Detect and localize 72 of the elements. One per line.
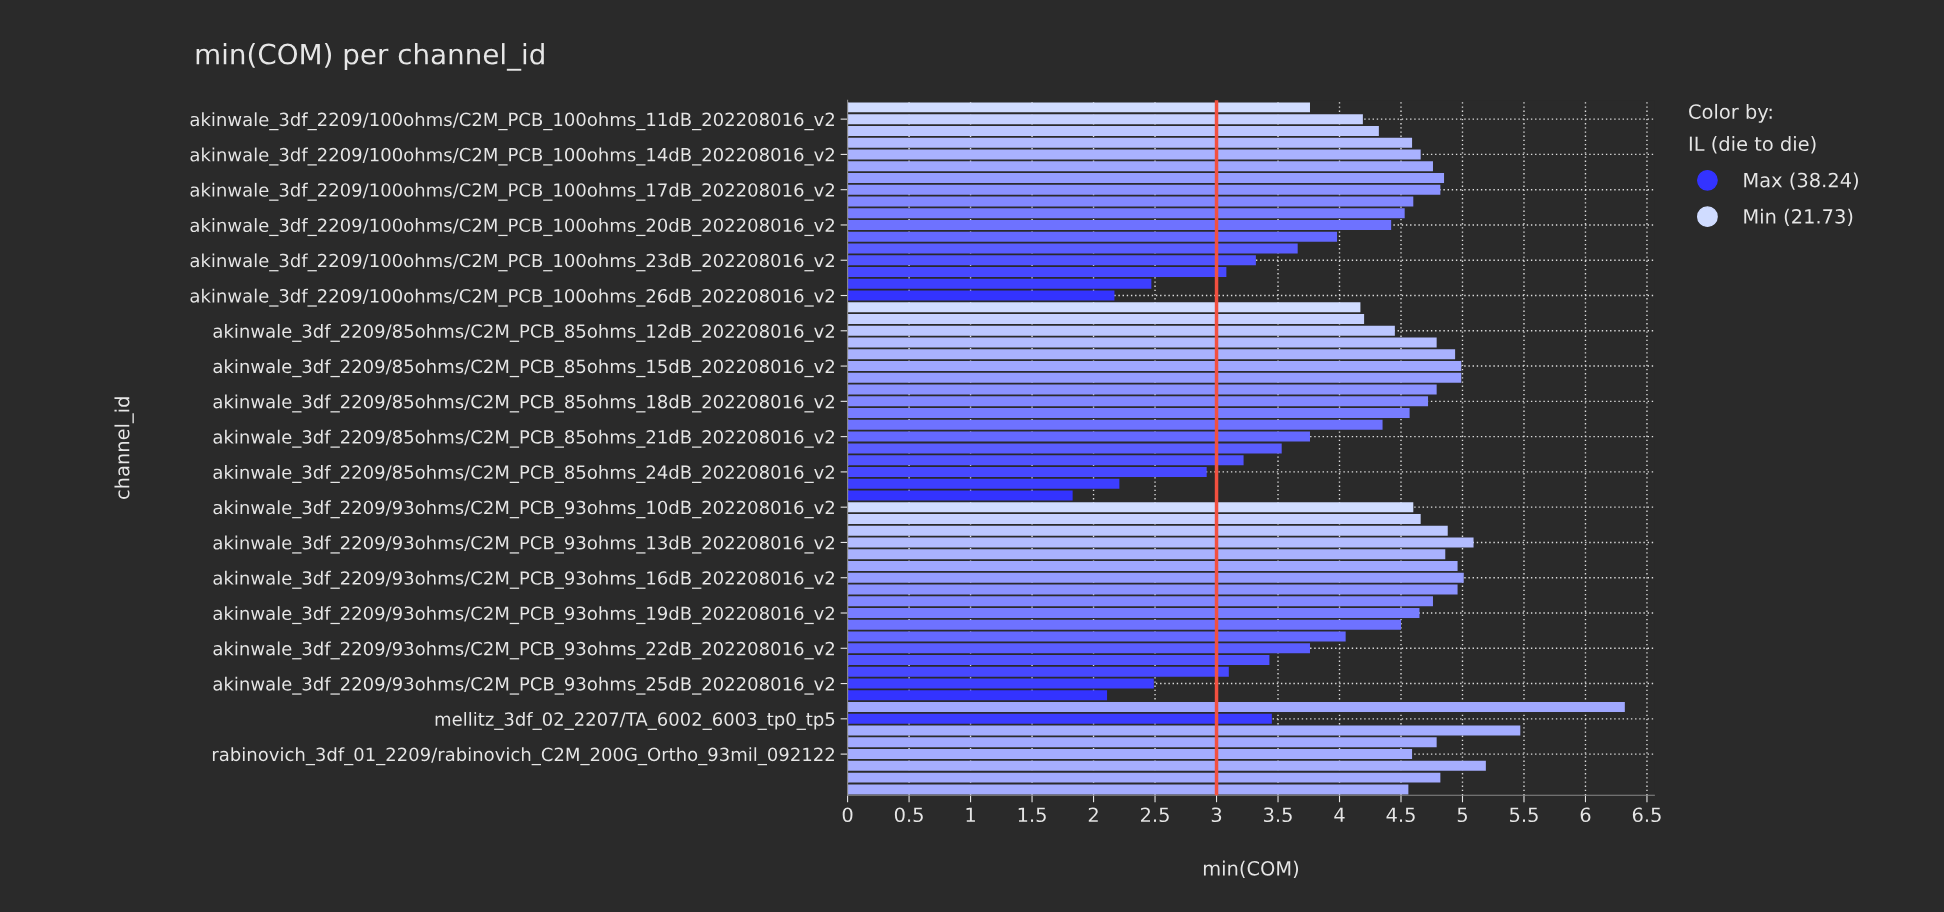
x-tick-label: 0.5 xyxy=(894,807,923,823)
bar xyxy=(847,619,1401,630)
bar xyxy=(847,219,1392,230)
y-tick-label: mellitz_3df_02_2207/TA_6002_6003_tp0_tp5 xyxy=(435,711,835,730)
bar xyxy=(847,666,1229,677)
bar xyxy=(847,713,1272,724)
bar xyxy=(847,408,1410,419)
y-tick-label: akinwale_3df_2209/100ohms/C2M_PCB_100ohms_26dB_202208016_v2 xyxy=(190,288,834,307)
bar xyxy=(847,549,1446,560)
bar xyxy=(847,325,1395,336)
y-tick-label: akinwale_3df_2209/100ohms/C2M_PCB_100ohms_20dB_202208016_v2 xyxy=(190,218,834,237)
y-tick-label: akinwale_3df_2209/93ohms/C2M_PCB_93ohms_16dB_202208016_v2 xyxy=(213,570,834,589)
x-tick-label: 6 xyxy=(1580,807,1591,823)
legend-label: Min (21.73) xyxy=(1744,208,1853,227)
legend-title: Color by: IL (die to die) xyxy=(1689,103,1816,154)
bar xyxy=(847,608,1420,618)
bar xyxy=(847,172,1445,183)
bar xyxy=(847,760,1486,771)
x-tick-label: 1 xyxy=(966,807,975,822)
bar xyxy=(847,372,1462,383)
x-tick-label: 3.5 xyxy=(1264,807,1292,823)
bar xyxy=(847,655,1270,666)
x-tick-label: 3 xyxy=(1211,807,1222,823)
bar xyxy=(847,560,1458,571)
bar xyxy=(847,749,1413,760)
y-tick-label: akinwale_3df_2209/93ohms/C2M_PCB_93ohms_13dB_202208016_v2 xyxy=(213,535,834,554)
x-tick-label: 1.5 xyxy=(1018,807,1046,823)
bar xyxy=(847,513,1421,524)
y-tick-label: rabinovich_3df_01_2209/rabinovich_C2M_200G_Ortho_93mil_092122 xyxy=(212,747,834,766)
bar xyxy=(847,361,1462,372)
y-tick-label: akinwale_3df_2209/93ohms/C2M_PCB_93ohms_25dB_202208016_v2 xyxy=(213,676,834,695)
y-tick-label: akinwale_3df_2209/93ohms/C2M_PCB_93ohms_10dB_202208016_v2 xyxy=(213,500,834,519)
text: min(COM) per channel_id xyxy=(196,43,544,71)
x-tick-label: 5 xyxy=(1457,807,1467,823)
bar xyxy=(847,255,1256,266)
bar xyxy=(847,466,1207,477)
bar xyxy=(847,290,1115,301)
x-tick-label: 2.5 xyxy=(1141,807,1169,823)
y-tick-label: akinwale_3df_2209/100ohms/C2M_PCB_100ohms_11dB_202208016_v2 xyxy=(190,112,834,131)
bar xyxy=(847,455,1244,466)
y-tick-label: akinwale_3df_2209/85ohms/C2M_PCB_85ohms_24dB_202208016_v2 xyxy=(213,465,834,484)
x-tick-label: 4.5 xyxy=(1386,807,1415,823)
x-axis-title: min(COM) xyxy=(1203,860,1299,878)
y-tick-label: akinwale_3df_2209/85ohms/C2M_PCB_85ohms_18dB_202208016_v2 xyxy=(213,394,834,413)
legend-label: Max (38.24) xyxy=(1744,172,1858,190)
x-tick-label: 6.5 xyxy=(1632,807,1661,823)
x-tick-label: 4 xyxy=(1334,807,1345,822)
bar xyxy=(847,278,1152,289)
y-tick-label: akinwale_3df_2209/85ohms/C2M_PCB_85ohms_15dB_202208016_v2 xyxy=(213,359,834,378)
bar xyxy=(847,502,1414,513)
y-tick-label: akinwale_3df_2209/93ohms/C2M_PCB_93ohms_19dB_202208016_v2 xyxy=(213,606,834,625)
bar xyxy=(847,114,1363,125)
x-tick-label: 2 xyxy=(1088,807,1098,822)
y-tick-label: akinwale_3df_2209/85ohms/C2M_PCB_85ohms_12dB_202208016_v2 xyxy=(213,323,834,342)
bar xyxy=(847,596,1433,607)
bar xyxy=(847,702,1625,713)
bar xyxy=(847,125,1379,136)
x-tick-label: 0 xyxy=(842,807,853,823)
y-tick-label: akinwale_3df_2209/100ohms/C2M_PCB_100ohms_17dB_202208016_v2 xyxy=(190,182,834,201)
y-tick-label: akinwale_3df_2209/93ohms/C2M_PCB_93ohms_22dB_202208016_v2 xyxy=(213,641,834,660)
x-tick-label: 5.5 xyxy=(1510,807,1538,823)
bar xyxy=(847,419,1383,430)
bar xyxy=(847,161,1433,172)
bar xyxy=(847,102,1310,113)
y-tick-label: akinwale_3df_2209/85ohms/C2M_PCB_85ohms_21dB_202208016_v2 xyxy=(213,429,834,448)
y-tick-label: akinwale_3df_2209/100ohms/C2M_PCB_100ohms_14dB_202208016_v2 xyxy=(190,147,834,166)
y-tick-label: akinwale_3df_2209/100ohms/C2M_PCB_100ohms_23dB_202208016_v2 xyxy=(190,253,834,272)
bar xyxy=(847,314,1365,325)
bar xyxy=(847,267,1227,277)
y-axis-title: channel_id xyxy=(114,397,134,499)
bar xyxy=(847,302,1361,313)
bar xyxy=(847,208,1405,219)
